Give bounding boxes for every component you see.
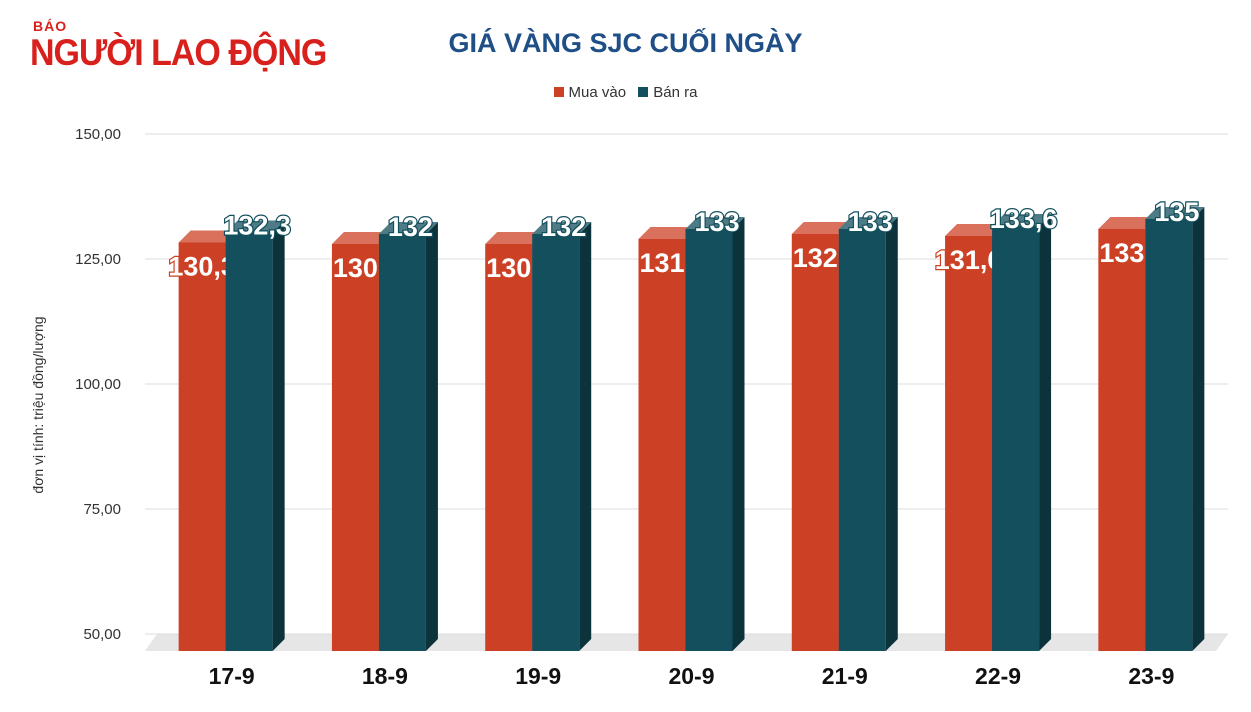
bar-value-label: 135 <box>1154 197 1199 227</box>
bar-front <box>945 236 993 651</box>
bar-top <box>992 214 1052 226</box>
y-tick-label: 125,00 <box>75 251 121 268</box>
legend-swatch-ban-ra <box>638 87 649 97</box>
legend-label-ban-ra: Bán ra <box>653 84 698 101</box>
x-tick-label: 21-9 <box>822 663 868 689</box>
bar-top <box>178 230 238 243</box>
chart-legend: Mua vào Bán ra <box>0 84 1251 101</box>
bar-front <box>532 234 580 651</box>
bar-top <box>945 224 1005 236</box>
legend-item-mua-vao: Mua vào <box>553 84 627 101</box>
bar-value-label: 132 <box>388 212 433 242</box>
bar-front <box>1098 229 1146 651</box>
bar-top <box>838 217 898 229</box>
bar-value-label: 132,3 <box>223 211 291 241</box>
bar-side <box>1039 214 1052 651</box>
bar-value-label: 133,6 <box>990 204 1058 234</box>
logo-brand-text: NGƯỜI LAO ĐỘNG <box>30 32 327 74</box>
x-tick-label: 17-9 <box>209 663 255 689</box>
x-tick-label: 23-9 <box>1128 663 1174 689</box>
bar-top <box>1145 207 1205 219</box>
bar-front <box>638 239 686 651</box>
x-tick-label: 22-9 <box>975 663 1021 689</box>
y-tick-label: 150,00 <box>75 126 121 143</box>
bar-top <box>532 222 592 234</box>
bar-value-label: 130 <box>486 253 531 283</box>
bar-side <box>885 217 898 651</box>
bar-top <box>378 222 438 234</box>
bar-value-label: 132 <box>541 212 586 242</box>
y-tick-label: 100,00 <box>75 376 121 393</box>
bar-side <box>732 217 745 651</box>
bar-front <box>685 229 733 651</box>
bar-value-label: 131,6 <box>935 245 1003 275</box>
bar-front <box>485 244 533 651</box>
bar-top <box>638 227 698 239</box>
bar-top <box>331 232 391 244</box>
bar-front <box>791 234 839 651</box>
bar-front <box>225 232 273 651</box>
legend-item-ban-ra: Bán ra <box>638 84 697 101</box>
bar-top <box>685 217 745 229</box>
bar-front <box>838 229 886 651</box>
bar-side <box>1192 207 1205 651</box>
bar-side <box>272 220 285 651</box>
bar-front <box>992 226 1040 651</box>
bar-front <box>331 244 379 651</box>
y-tick-label: 50,00 <box>83 626 121 643</box>
bar-front <box>1145 219 1193 651</box>
bar-value-label: 130 <box>333 253 378 283</box>
bar-front <box>178 242 226 651</box>
bar-top <box>1098 217 1158 229</box>
x-tick-label: 20-9 <box>668 663 714 689</box>
legend-swatch-mua-vao <box>553 87 564 97</box>
bar-value-label: 130,3 <box>168 252 236 282</box>
legend-label-mua-vao: Mua vào <box>568 84 627 101</box>
bar-value-label: 132 <box>793 243 838 273</box>
chart-title: GIÁ VÀNG SJC CUỐI NGÀY <box>448 28 803 58</box>
bar-top <box>485 232 545 244</box>
bar-top <box>791 222 851 234</box>
x-tick-label: 19-9 <box>515 663 561 689</box>
logo-top-text: BÁO <box>33 18 68 34</box>
bar-value-label: 133 <box>694 207 739 237</box>
bar-value-label: 131 <box>639 248 684 278</box>
brand-logo: BÁO NGƯỜI LAO ĐỘNG <box>30 18 327 78</box>
bar-side <box>579 222 592 651</box>
bar-side <box>425 222 438 651</box>
x-tick-label: 18-9 <box>362 663 408 689</box>
bar-front <box>378 234 426 651</box>
bar-value-label: 133 <box>848 207 893 237</box>
bar-value-label: 133 <box>1099 238 1144 268</box>
y-tick-label: 75,00 <box>83 501 121 518</box>
bar-top <box>225 220 285 233</box>
